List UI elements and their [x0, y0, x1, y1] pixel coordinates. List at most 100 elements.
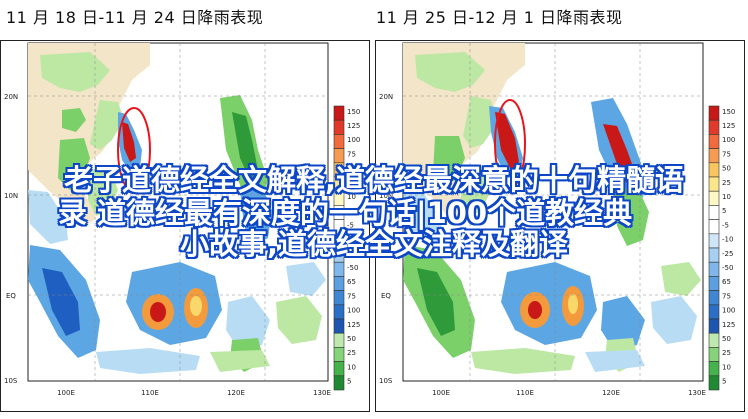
- legend-label: 125: [347, 122, 360, 130]
- legend-label: -50: [722, 264, 733, 272]
- legend-label: -25: [722, 250, 733, 258]
- legend-swatch: [708, 318, 720, 334]
- legend-label: -10: [347, 236, 358, 244]
- lat-label: 20N: [379, 93, 393, 101]
- legend-swatch: [333, 190, 345, 206]
- legend-swatch: [708, 247, 720, 263]
- legend-swatch: [708, 347, 720, 362]
- legend-label: -25: [347, 250, 358, 258]
- legend-swatch: [708, 290, 720, 306]
- lat-label: 10S: [4, 377, 18, 385]
- legend-swatch: [333, 261, 345, 277]
- rain-area-green: [433, 136, 465, 186]
- philippines-rain-dark: [232, 112, 258, 180]
- legend-swatch: [333, 176, 345, 192]
- legend-swatch: [333, 318, 345, 334]
- rain-area-blue-light: [651, 296, 697, 344]
- legend-label: 25: [347, 179, 356, 187]
- legend-label: 10: [722, 193, 731, 201]
- lon-label: 130E: [688, 389, 706, 397]
- rain-area-blue-light: [585, 350, 645, 372]
- lat-label: 10N: [4, 192, 18, 200]
- legend-swatch: [333, 233, 345, 249]
- legend-swatch: [708, 162, 720, 178]
- rain-area-green-dark: [417, 268, 455, 336]
- legend-swatch: [333, 375, 345, 391]
- highlight-circle: [494, 99, 526, 189]
- legend-label: 75: [347, 292, 356, 300]
- rain-area-red: [122, 122, 136, 162]
- lat-label: EQ: [381, 292, 391, 300]
- rainfall-map-right: 20N 10N EQ 10S 100E 110E 120E 130E 150 12…: [375, 40, 745, 412]
- legend-swatch: [708, 219, 720, 235]
- lon-axis: 100E 110E 120E 130E: [432, 389, 706, 397]
- sulawesi-rain: [226, 296, 270, 352]
- rain-area-green: [58, 138, 90, 190]
- legend-label: -5: [722, 221, 729, 229]
- panel-title-left: 11 月 18 日-11 月 24 日降雨表现: [6, 8, 264, 27]
- legend-label: 5: [347, 207, 351, 215]
- rain-area-green: [88, 168, 118, 216]
- legend-swatch: [333, 134, 345, 149]
- legend-label: 75: [722, 292, 731, 300]
- rain-area-blue-light: [286, 262, 326, 296]
- legend-swatch: [708, 205, 720, 220]
- lon-label: 100E: [432, 389, 450, 397]
- legend-label: 65: [347, 278, 356, 286]
- legend-swatch: [333, 247, 345, 263]
- legend-swatch: [708, 276, 720, 291]
- lon-label: 100E: [57, 389, 75, 397]
- legend-swatch: [708, 361, 720, 377]
- rain-area-blue-light: [28, 190, 68, 244]
- gridlines: [403, 43, 703, 381]
- legend-label: 75: [722, 150, 731, 158]
- rain-area-red: [603, 124, 637, 188]
- legend-swatch: [333, 332, 345, 348]
- legend-swatch: [333, 148, 345, 164]
- legend-swatch: [708, 119, 720, 135]
- rain-area-green: [40, 52, 110, 92]
- panel-title-right: 11 月 25 日-12 月 1 日降雨表现: [376, 8, 623, 27]
- legend-label: 150: [722, 108, 735, 116]
- legend-swatch: [333, 290, 345, 306]
- legend-label: 150: [347, 108, 360, 116]
- rain-area-green: [210, 350, 270, 372]
- legend-swatch: [708, 332, 720, 348]
- rain-area-green: [90, 100, 124, 150]
- rain-area-blue: [240, 186, 272, 246]
- legend-label: 10: [347, 193, 356, 201]
- rain-area-green: [415, 52, 485, 92]
- legend-label: 65: [722, 278, 731, 286]
- rain-area-green: [62, 108, 86, 132]
- lon-label: 110E: [516, 389, 534, 397]
- highlight-circle: [117, 107, 151, 193]
- legend-label: 100: [347, 136, 360, 144]
- lat-label: EQ: [6, 292, 16, 300]
- color-legend: 150 125 100 75 50 25 10 5 -5 -10 -25 -50 65 75 100 125 5…: [708, 105, 735, 391]
- legend-label: 5: [722, 207, 726, 215]
- lat-label: 10N: [379, 192, 393, 200]
- legend-swatch: [708, 261, 720, 277]
- legend-swatch: [333, 205, 345, 220]
- mainland-land: [28, 43, 150, 226]
- lon-label: 120E: [227, 389, 245, 397]
- legend-label: -10: [722, 236, 733, 244]
- legend-label: 50: [722, 165, 731, 173]
- color-legend: 150 125 100 75 50 25 10 5 -5 -10 -25 -50 65 75 100 125 5…: [333, 105, 360, 391]
- legend-label: 100: [722, 136, 735, 144]
- legend-swatch: [708, 233, 720, 249]
- legend-label: -50: [347, 264, 358, 272]
- java-rain: [471, 348, 575, 374]
- legend-label: 125: [347, 321, 360, 329]
- legend-swatch: [333, 162, 345, 178]
- legend-swatch: [708, 134, 720, 149]
- legend-label: 100: [722, 307, 735, 315]
- legend-swatch: [708, 148, 720, 164]
- lat-label: 20N: [4, 93, 18, 101]
- legend-label: 50: [722, 335, 731, 343]
- rain-area-blue-light: [403, 190, 443, 244]
- java-rain: [96, 348, 200, 374]
- legend-label: 125: [722, 321, 735, 329]
- rain-area-green: [459, 166, 491, 216]
- legend-swatch: [333, 119, 345, 135]
